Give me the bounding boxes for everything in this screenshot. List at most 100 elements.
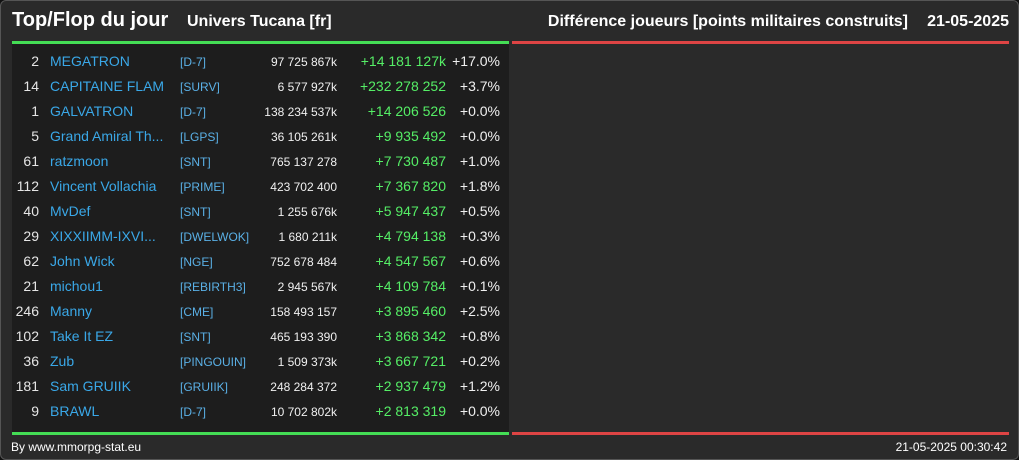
gain-percent: +0.1%: [459, 278, 500, 294]
player-row: 61 ratzmoon [SNT] 765 137 278 +7 730 487 +1.0…: [12, 149, 509, 174]
player-rank: 21: [23, 278, 39, 294]
points-gain: +3 868 342: [375, 328, 446, 344]
alliance-tag-link[interactable]: [DWELWOK]: [180, 230, 250, 244]
player-name-link[interactable]: John Wick: [50, 253, 115, 269]
gain-percent: +0.8%: [459, 328, 500, 344]
player-name-link[interactable]: Take It EZ: [50, 328, 114, 344]
header: Top/Flop du jour Univers Tucana [fr] Dif…: [1, 1, 1018, 41]
player-row: 21 michou1 [REBIRTH3] 2 945 567k +4 109 784 +…: [12, 274, 509, 299]
player-row: 40 MvDef [SNT] 1 255 676k +5 947 437 +0.5%: [12, 199, 509, 224]
player-points: 765 137 278: [270, 155, 337, 169]
player-points: 423 702 400: [270, 180, 337, 194]
points-gain: +4 109 784: [375, 278, 446, 294]
player-row: 1 GALVATRON [D-7] 138 234 537k +14 206 526 +0…: [12, 99, 509, 124]
player-rank: 246: [15, 303, 39, 319]
player-name-link[interactable]: BRAWL: [50, 403, 100, 419]
points-gain: +7 730 487: [375, 153, 446, 169]
alliance-tag-link[interactable]: [D-7]: [180, 55, 207, 69]
alliance-tag-link[interactable]: [SNT]: [180, 330, 211, 344]
generated-timestamp: 21-05-2025 00:30:42: [895, 440, 1007, 454]
gain-percent: +0.0%: [459, 403, 500, 419]
gain-percent: +1.8%: [459, 178, 500, 194]
player-rank: 1: [31, 103, 39, 119]
site-credit: By www.mmorpg-stat.eu: [11, 440, 142, 454]
alliance-tag-link[interactable]: [REBIRTH3]: [180, 280, 246, 294]
player-points: 1 680 211k: [278, 230, 338, 244]
player-row: 102 Take It EZ [SNT] 465 193 390 +3 868 342 +…: [12, 324, 509, 349]
player-row: 2 MEGATRON [D-7] 97 725 867k +14 181 127k +17…: [12, 49, 509, 74]
alliance-tag-link[interactable]: [PRIME]: [180, 180, 225, 194]
player-row: 14 CAPITAINE FLAM [SURV] 6 577 927k +232 278…: [12, 74, 509, 99]
player-points: 1 509 373k: [277, 355, 337, 369]
alliance-tag-link[interactable]: [D-7]: [180, 405, 207, 419]
points-gain: +7 367 820: [375, 178, 446, 194]
gain-percent: +0.0%: [459, 103, 500, 119]
alliance-tag-link[interactable]: [GRUIIK]: [180, 380, 229, 394]
player-name-link[interactable]: XIXXIIMM-IXVI...: [50, 228, 156, 244]
points-gain: +9 935 492: [375, 128, 446, 144]
player-rank: 112: [16, 178, 39, 194]
player-rank: 36: [23, 353, 39, 369]
player-rank: 40: [23, 203, 39, 219]
player-points: 36 105 261k: [270, 130, 337, 144]
player-row: 181 Sam GRUIIK [GRUIIK] 248 284 372 +2 937 4…: [12, 374, 509, 399]
top-players-panel: 2 MEGATRON [D-7] 97 725 867k +14 181 127k +17…: [12, 41, 509, 435]
player-name-link[interactable]: Vincent Vollachia: [50, 178, 157, 194]
player-name-link[interactable]: CAPITAINE FLAM: [50, 78, 165, 94]
player-rank: 5: [31, 128, 39, 144]
player-row: 9 BRAWL [D-7] 10 702 802k +2 813 319 +0.0%: [12, 399, 509, 424]
player-row: 29 XIXXIIMM-IXVI... [DWELWOK] 1 680 211k +4 …: [12, 224, 509, 249]
player-row: 246 Manny [CME] 158 493 157 +3 895 460 +2.5%: [12, 299, 509, 324]
alliance-tag-link[interactable]: [D-7]: [180, 105, 207, 119]
gain-percent: +1.0%: [459, 153, 500, 169]
points-gain: +4 547 567: [375, 253, 446, 269]
player-name-link[interactable]: Zub: [50, 353, 75, 369]
points-gain: +4 794 138: [375, 228, 446, 244]
universe-label: Univers Tucana [fr]: [187, 13, 332, 30]
player-name-link[interactable]: Sam GRUIIK: [50, 378, 131, 394]
player-name-link[interactable]: MvDef: [50, 203, 91, 219]
points-gain: +2 813 319: [375, 403, 446, 419]
player-row: 36 Zub [PINGOUIN] 1 509 373k +3 667 721 +0.2%: [12, 349, 509, 374]
player-rank: 2: [31, 53, 39, 69]
player-name-link[interactable]: Manny: [50, 303, 93, 319]
player-points: 10 702 802k: [270, 405, 337, 419]
header-date: 21-05-2025: [927, 13, 1009, 30]
player-points: 248 284 372: [270, 380, 337, 394]
alliance-tag-link[interactable]: [SNT]: [180, 205, 211, 219]
gain-percent: +0.6%: [459, 253, 500, 269]
ranking-subtitle: Différence joueurs [points militaires co…: [547, 13, 908, 30]
gain-percent: +0.3%: [459, 228, 500, 244]
points-gain: +14 206 526: [367, 103, 446, 119]
alliance-tag-link[interactable]: [CME]: [180, 305, 214, 319]
alliance-tag-link[interactable]: [SURV]: [180, 80, 220, 94]
player-name-link[interactable]: GALVATRON: [50, 103, 134, 119]
player-name-link[interactable]: ratzmoon: [50, 153, 109, 169]
player-rank: 181: [15, 378, 39, 394]
player-rank: 9: [31, 403, 39, 419]
player-name-link[interactable]: Grand Amiral Th...: [50, 128, 164, 144]
player-name-link[interactable]: michou1: [50, 278, 103, 294]
player-rank: 29: [23, 228, 39, 244]
points-gain: +3 667 721: [375, 353, 446, 369]
gain-percent: +1.2%: [459, 378, 500, 394]
gain-percent: +3.7%: [459, 78, 500, 94]
player-points: 2 945 567k: [277, 280, 337, 294]
points-gain: +2 937 479: [375, 378, 446, 394]
alliance-tag-link[interactable]: [LGPS]: [180, 130, 219, 144]
player-rank: 61: [23, 153, 39, 169]
player-points: 752 678 484: [270, 255, 337, 269]
gain-percent: +17.0%: [452, 53, 500, 69]
player-name-link[interactable]: MEGATRON: [50, 53, 130, 69]
player-points: 6 577 927k: [277, 80, 337, 94]
alliance-tag-link[interactable]: [SNT]: [180, 155, 211, 169]
points-gain: +232 278 252: [359, 78, 446, 94]
alliance-tag-link[interactable]: [PINGOUIN]: [180, 355, 247, 369]
player-rank: 102: [15, 328, 39, 344]
player-row: 112 Vincent Vollachia [PRIME] 423 702 400 +7…: [12, 174, 509, 199]
player-points: 97 725 867k: [270, 55, 337, 69]
gain-percent: +0.2%: [459, 353, 500, 369]
player-points: 1 255 676k: [277, 205, 337, 219]
alliance-tag-link[interactable]: [NGE]: [180, 255, 213, 269]
